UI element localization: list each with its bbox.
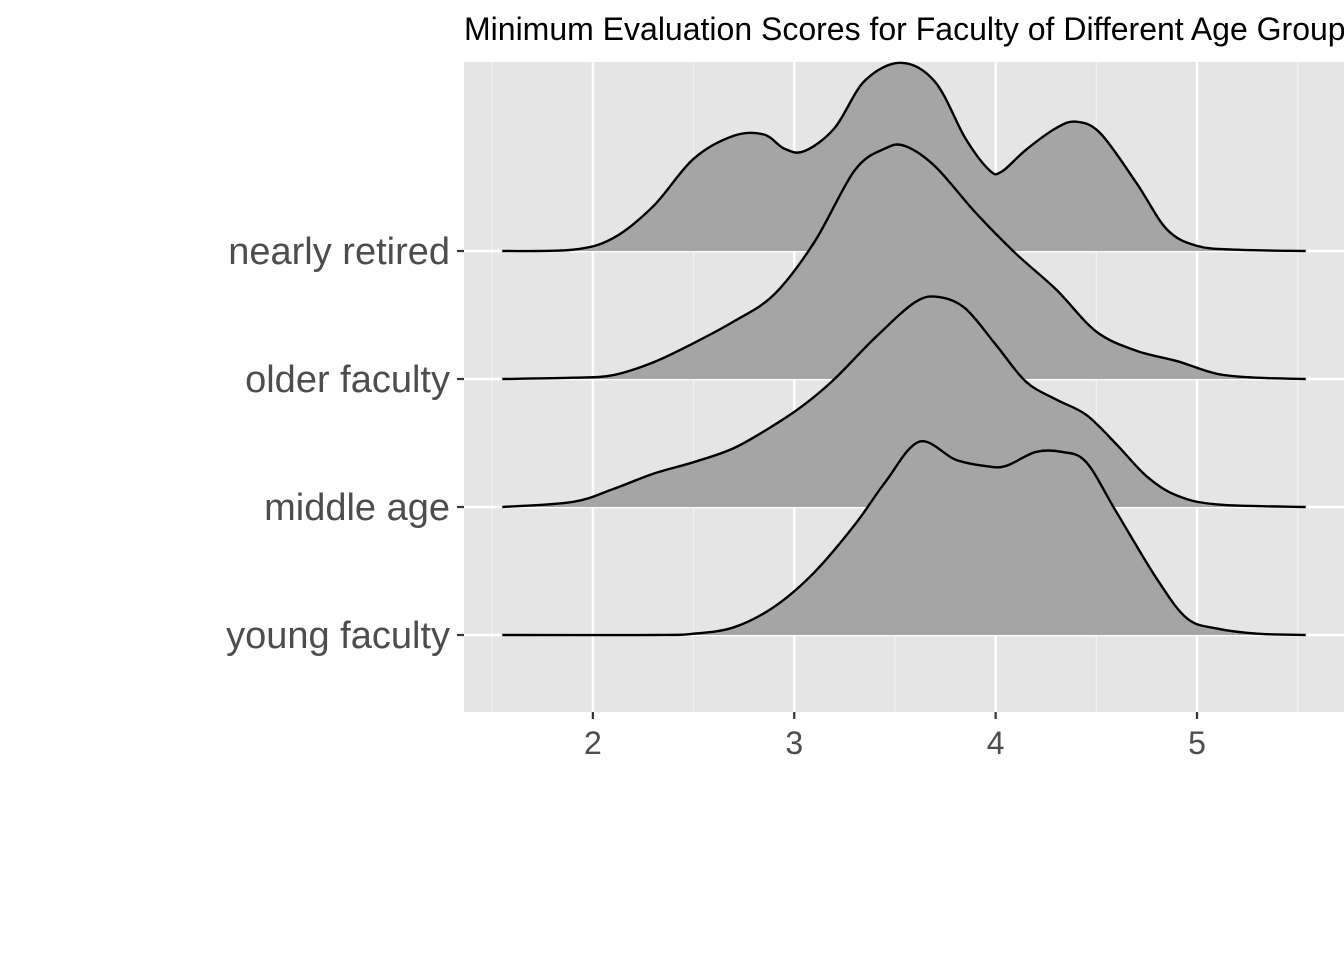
ridge-line-nearly-retired <box>502 61 1306 253</box>
axis-layer: young faculty middle age older faculty near… <box>226 231 1206 761</box>
y-tick-label: middle age <box>264 487 450 529</box>
ridge-layer <box>502 61 1306 637</box>
ridge-area-young-faculty <box>502 441 1306 636</box>
ridge-line-older-faculty <box>502 143 1306 381</box>
ridge-older-faculty <box>502 143 1306 381</box>
ridge-middle-age <box>502 295 1306 509</box>
ridge-young-faculty <box>502 440 1306 637</box>
ridge-line-middle-age <box>502 295 1306 509</box>
y-tick-label: older faculty <box>245 359 450 401</box>
x-tick-label: 2 <box>584 725 602 761</box>
y-tick-label: young faculty <box>226 615 450 657</box>
chart-title: Minimum Evaluation Scores for Faculty of… <box>464 11 1344 47</box>
x-tick-label: 4 <box>987 725 1005 761</box>
x-tick-label: 5 <box>1188 725 1206 761</box>
ridge-area-older-faculty <box>502 144 1306 379</box>
ridge-line-young-faculty <box>502 440 1306 637</box>
ridge-area-middle-age <box>502 296 1306 507</box>
x-tick-label: 3 <box>785 725 803 761</box>
y-tick-label: nearly retired <box>228 231 450 273</box>
